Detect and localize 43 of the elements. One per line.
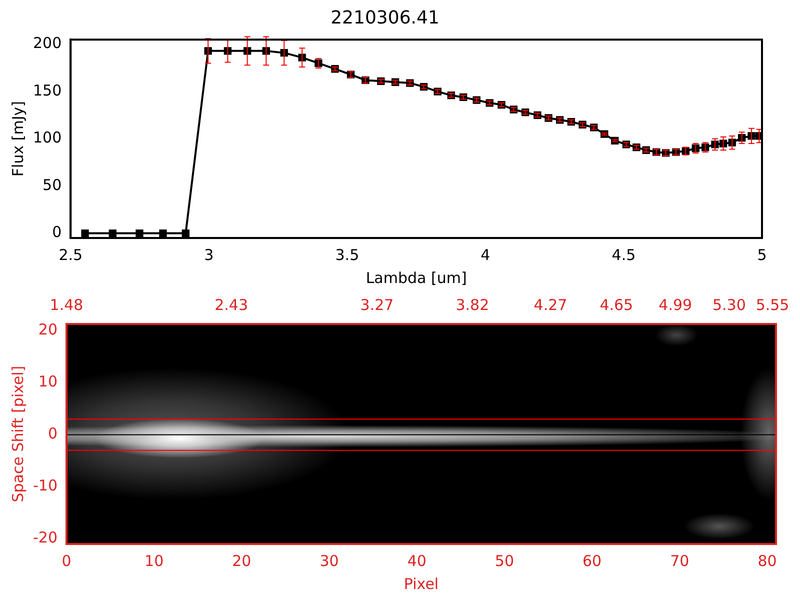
x-tick-label: 80 [758,552,777,570]
y-tick-label: 0 [52,223,62,242]
y-tick-label: -10 [33,476,58,495]
x-axis-title: Lambda [um] [366,268,467,287]
point [159,229,167,238]
x2-tick-label: 4.99 [658,296,692,314]
x2-tick-label: 1.48 [50,296,84,314]
point [81,229,89,238]
y-tick-label: 50 [42,176,62,194]
y-tick-label: 0 [48,424,58,443]
x2-tick-label: 3.82 [456,296,490,314]
x2-tick-label: 2.43 [214,296,248,314]
y-axis-title: Space Shift [pixel] [8,366,27,502]
x-tick-label: 40 [407,552,426,570]
x2-tick-label: 4.65 [600,296,634,314]
x-axis-title: Pixel [404,574,439,593]
x2-tick-label: 5.30 [712,296,746,314]
point [108,229,116,238]
y-tick-label: 20 [38,320,58,339]
x2-tick-label: 4.27 [534,296,568,314]
x-tick-label: 50 [494,552,514,570]
x-tick-label: 20 [232,552,252,570]
x-tick-label: 3 [204,246,214,264]
y-tick-label: 100 [32,128,62,147]
y-tick-label: 150 [32,81,62,100]
y-tick-label: -20 [33,528,58,547]
y-tick-label: 10 [38,372,58,391]
x-tick-label: 60 [582,552,602,570]
x-tick-label: 10 [144,552,164,570]
x-tick-label: 70 [670,552,690,570]
x2-tick-label: 3.27 [360,296,394,314]
x-tick-label: 2.5 [58,246,83,264]
x2-tick-label: 5.55 [756,296,790,314]
y-tick-label: 200 [32,34,62,52]
x-tick-label: 4.5 [612,246,636,264]
x-tick-label: 4 [480,246,490,264]
x-tick-label: 3.5 [335,246,360,264]
point [136,229,144,238]
y-axis-title: Flux [mJy] [8,101,27,177]
chart-title: 2210306.41 [330,7,440,28]
x-tick-label: 30 [320,552,339,570]
point [182,229,190,238]
x-tick-label: 5 [757,246,767,264]
